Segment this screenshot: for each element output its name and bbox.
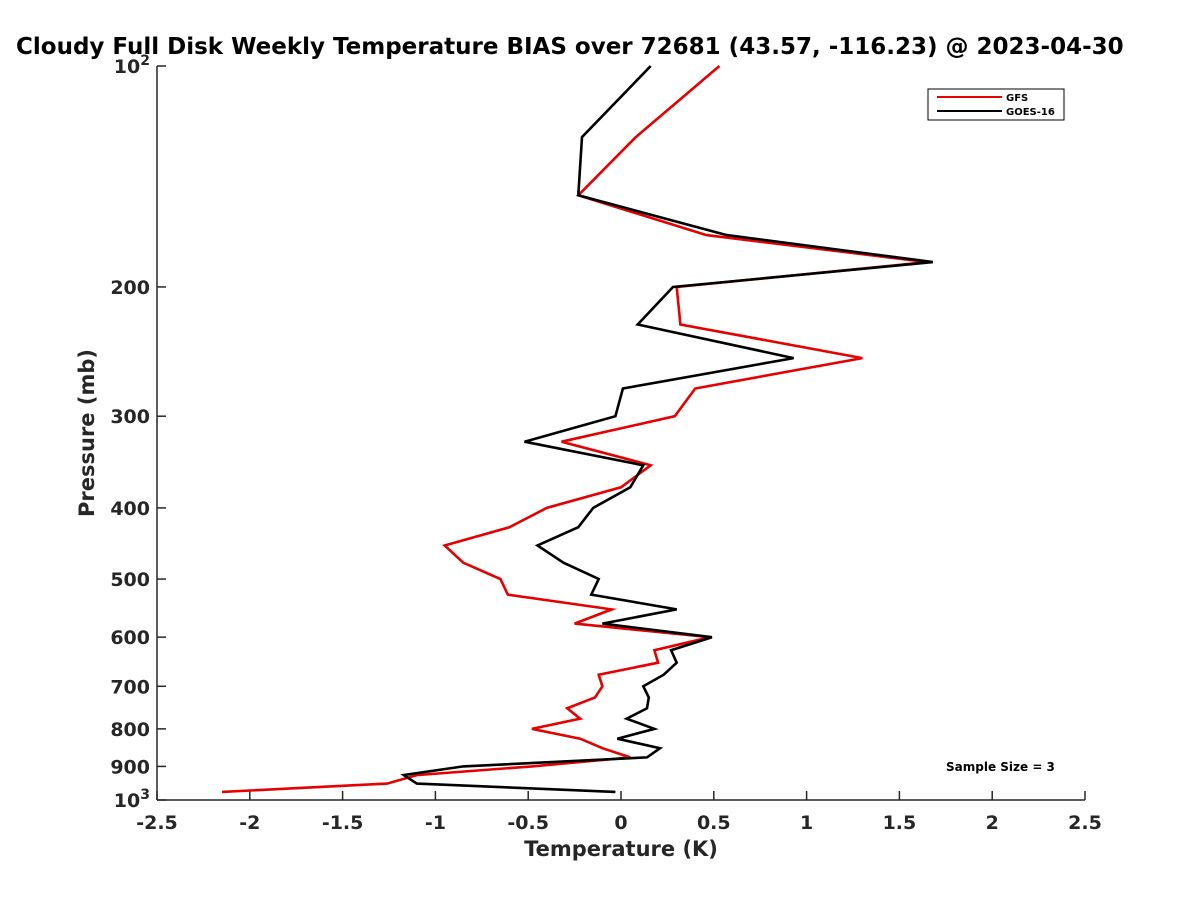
x-ticks: -2.5 -2 -1.5 -1 -0.5 0 0.5 1 1.5 2 2.5 [136,791,1102,834]
sample-size-annotation: Sample Size = 3 [946,760,1055,774]
legend: GFS GOES-16 [927,88,1065,121]
y-tick-base: 10 [114,790,140,812]
x-tick-label: 0.5 [697,812,731,834]
y-tick-base: 10 [114,56,140,78]
x-tick-label: -1 [425,812,446,834]
y-axis-title: Pressure (mb) [75,349,99,517]
legend-label-goes-16: GOES-16 [1006,107,1055,118]
x-tick-label: 1.5 [883,812,917,834]
x-tick-label: 1 [800,812,813,834]
y-tick-label: 400 [110,498,150,520]
x-tick-label: 2.5 [1068,812,1102,834]
y-tick-label: 600 [110,627,150,649]
legend-box [927,88,1065,121]
y-tick-exponent: 3 [140,787,150,803]
x-tick-label: -0.5 [507,812,549,834]
y-tick-label: 900 [110,756,150,778]
x-tick-label: -2.5 [136,812,178,834]
series-line-goes-16 [400,65,933,794]
y-tick-label: 500 [110,569,150,591]
y-tick-exponent: 2 [140,53,150,69]
legend-label-gfs: GFS [1006,93,1028,104]
x-axis-title: Temperature (K) [524,837,718,861]
y-tick-label: 700 [110,676,150,698]
plot-area: -2.5 -2 -1.5 -1 -0.5 0 0.5 1 1.5 2 2.5 10220030040… [110,53,1102,834]
y-tick-label: 103 [114,787,150,812]
series-lines [221,65,933,794]
x-tick-label: -1.5 [322,812,364,834]
y-tick-label: 300 [110,406,150,428]
series-line-gfs [221,65,928,794]
x-tick-label: 0 [614,812,627,834]
chart-title: Cloudy Full Disk Weekly Temperature BIAS… [16,34,1124,60]
x-tick-label: 2 [986,812,999,834]
y-tick-label: 200 [110,277,150,299]
x-tick-label: -2 [239,812,260,834]
y-tick-label: 102 [114,53,150,78]
y-tick-label: 800 [110,719,150,741]
